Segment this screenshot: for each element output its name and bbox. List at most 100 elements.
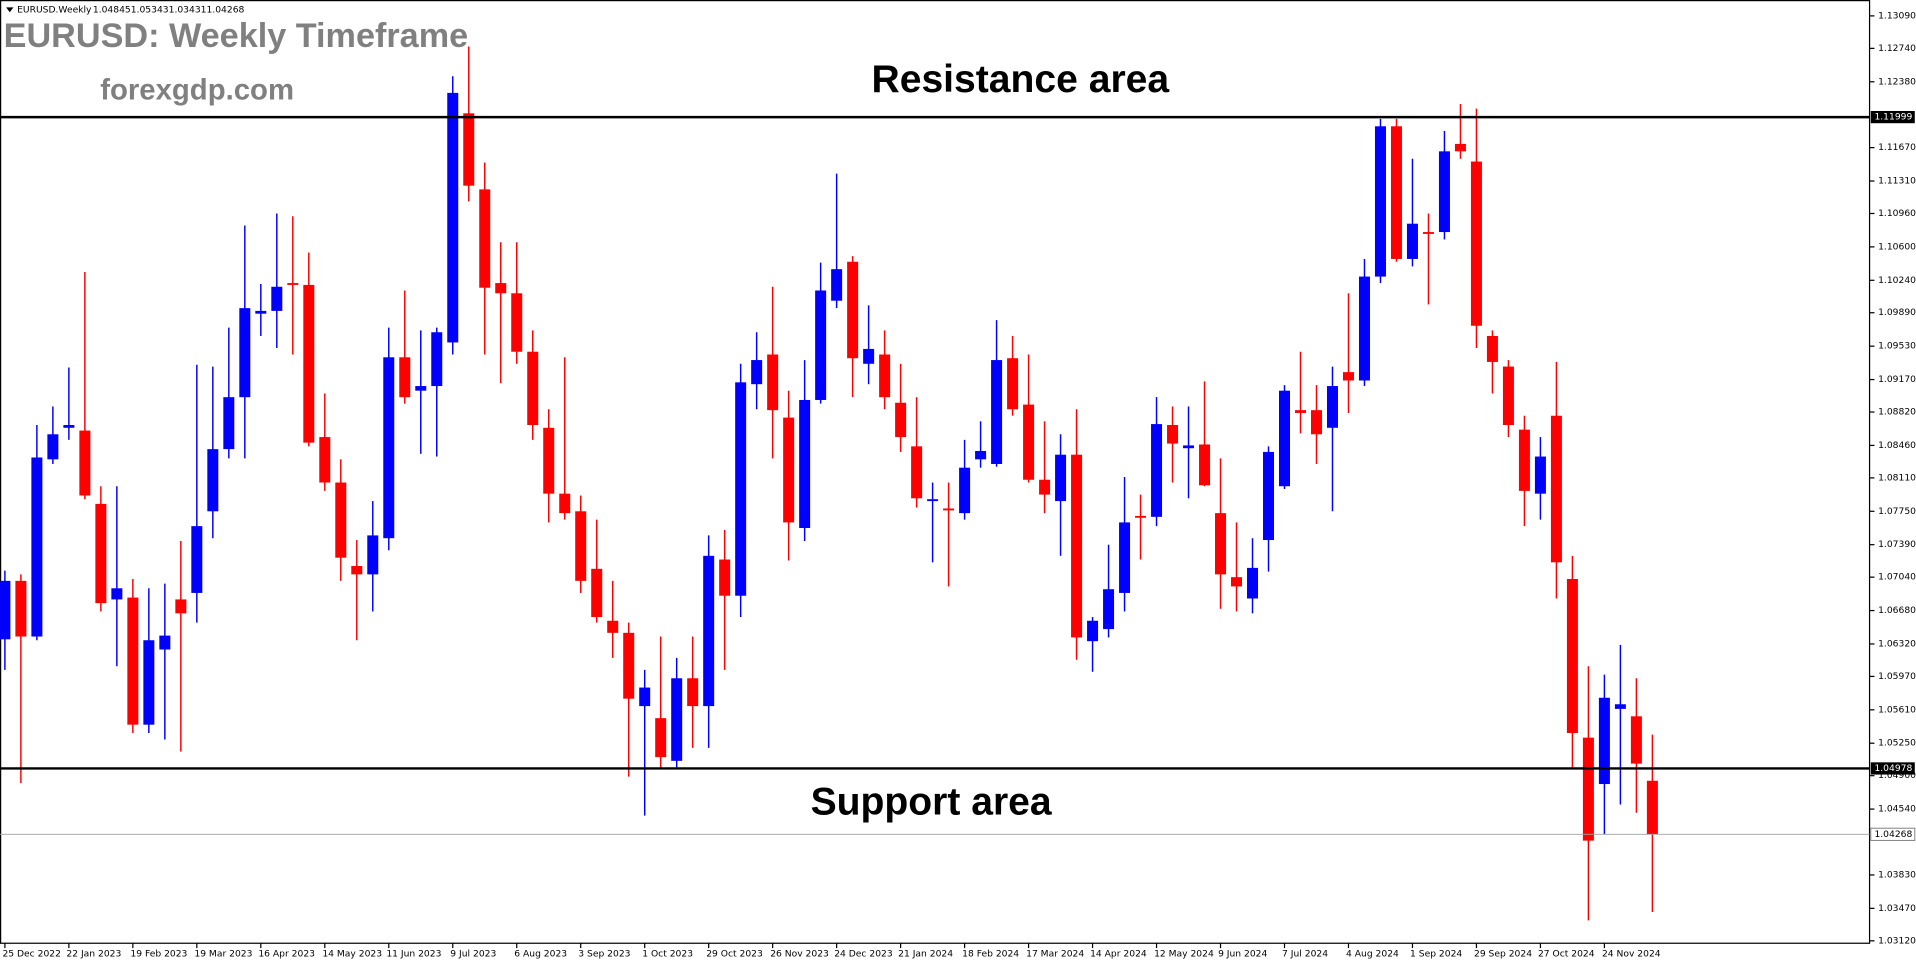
y-tick-label: 1.03120: [1878, 935, 1916, 946]
candle-body: [383, 357, 395, 539]
candle-body: [1055, 454, 1067, 502]
candle-body: [1518, 429, 1530, 491]
candle-body: [1422, 232, 1434, 234]
y-tick-label: 1.11670: [1878, 142, 1916, 153]
candle-body: [191, 526, 203, 593]
y-tick-label: 1.04540: [1878, 804, 1916, 815]
x-tick-label: 19 Feb 2023: [130, 949, 187, 960]
menu-arrow[interactable]: [6, 7, 14, 13]
candle-body: [543, 427, 555, 494]
candle-body: [1550, 415, 1562, 563]
x-tick-label: 4 Aug 2024: [1346, 949, 1399, 960]
candle-body: [399, 357, 411, 398]
candle-body: [223, 397, 235, 450]
y-tick-label: 1.11310: [1878, 176, 1916, 187]
candle-body: [1534, 456, 1546, 494]
x-tick-label: 21 Jan 2024: [898, 949, 953, 960]
candle-body: [1135, 515, 1147, 518]
candle-body: [1454, 143, 1466, 152]
candle-body: [15, 580, 27, 637]
candle-body: [767, 354, 779, 411]
candle-body: [879, 354, 891, 398]
x-tick-label: 14 Apr 2024: [1090, 949, 1147, 960]
candle-body: [1630, 716, 1642, 764]
y-tick-label: 1.03830: [1878, 869, 1916, 880]
candle-body: [1566, 579, 1578, 734]
candle-body: [1406, 223, 1418, 259]
candle-body: [1071, 454, 1083, 638]
candle-body: [127, 597, 139, 725]
y-tick-label: 1.08110: [1878, 472, 1916, 483]
x-tick-label: 29 Oct 2023: [706, 949, 763, 960]
candle-body: [575, 511, 587, 581]
x-tick-label: 17 Mar 2024: [1026, 949, 1084, 960]
y-tick-label: 1.05610: [1878, 704, 1916, 715]
candle-body: [719, 559, 731, 596]
close-price: 1.04268: [207, 4, 245, 15]
y-tick-label: 1.12380: [1878, 76, 1916, 87]
x-tick-label: 29 Sep 2024: [1474, 949, 1532, 960]
candle-body: [1486, 335, 1498, 362]
candle-body: [623, 632, 635, 699]
candle-body: [943, 508, 955, 511]
candle-body: [1231, 577, 1243, 587]
candle-body: [47, 434, 59, 460]
y-tick-label: 1.10960: [1878, 208, 1916, 219]
y-tick-label: 1.08460: [1878, 440, 1916, 451]
candle-body: [495, 283, 507, 294]
candle-body: [927, 499, 939, 502]
candle-body: [639, 687, 651, 707]
candle-body: [1374, 126, 1386, 277]
candle-body: [687, 678, 699, 707]
candle-body: [31, 457, 43, 637]
candle-body: [735, 382, 747, 596]
level-label-box: [1870, 110, 1915, 124]
candle-body: [527, 351, 539, 426]
y-tick-label: 1.04900: [1878, 770, 1916, 781]
y-tick-label: 1.09170: [1878, 374, 1916, 385]
open-price: 1.04845: [93, 4, 131, 15]
candle-body: [463, 113, 475, 186]
resistance-annotation: Resistance area: [871, 58, 1169, 101]
x-tick-label: 6 Aug 2023: [514, 949, 567, 960]
candle-body: [1247, 567, 1259, 599]
x-tick-label: 14 May 2023: [322, 949, 382, 960]
candle-body: [847, 261, 859, 359]
symbol: EURUSD.Weekly: [17, 4, 92, 15]
candle-body: [111, 588, 123, 600]
candle-body: [255, 310, 267, 314]
candle-body: [1342, 372, 1354, 381]
candle-body: [1646, 780, 1658, 835]
y-tick-label: 1.03470: [1878, 903, 1916, 914]
candle-body: [95, 503, 107, 604]
x-tick-label: 26 Nov 2023: [770, 949, 829, 960]
candle-body: [1103, 589, 1115, 630]
candle-body: [239, 308, 251, 398]
y-tick-label: 1.05250: [1878, 738, 1916, 749]
candle-body: [287, 283, 299, 285]
candle-body: [991, 360, 1003, 464]
chart-title: EURUSD: Weekly Timeframe: [4, 17, 468, 55]
candle-body: [895, 402, 907, 438]
candle-body: [415, 386, 427, 391]
candle-body: [1023, 404, 1035, 480]
candle-body: [175, 599, 187, 614]
candle-body: [959, 467, 971, 514]
candle-body: [1390, 126, 1402, 259]
candle-body: [303, 284, 315, 443]
candle-body: [367, 535, 379, 575]
candle-body: [447, 92, 459, 343]
candle-body: [63, 425, 75, 428]
candle-body: [591, 568, 603, 618]
y-tick-label: 1.07040: [1878, 572, 1916, 583]
candle-body: [1167, 425, 1179, 444]
candle-body: [479, 189, 491, 288]
candle-body: [1598, 697, 1610, 785]
candle-body: [1326, 386, 1338, 428]
candle-body: [1007, 358, 1019, 410]
candle-body: [703, 555, 715, 707]
candle-body: [143, 640, 155, 725]
x-tick-label: 9 Jul 2023: [450, 949, 496, 960]
candle-body: [671, 678, 683, 761]
